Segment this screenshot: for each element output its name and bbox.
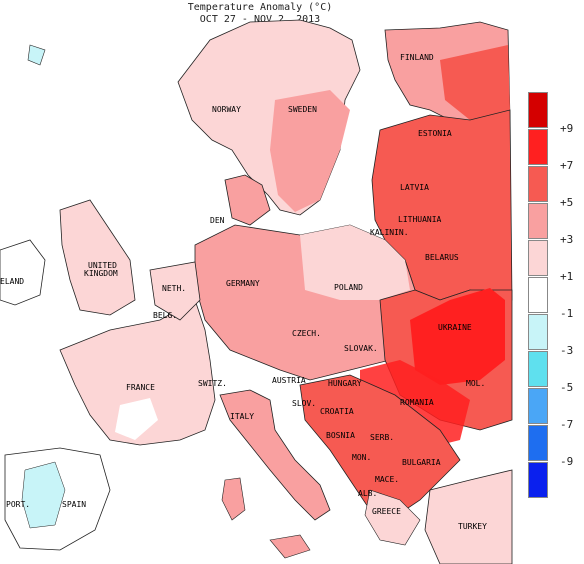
label-romania: ROMANIA xyxy=(400,398,434,407)
label-alb: ALB. xyxy=(358,489,377,498)
label-poland: POLAND xyxy=(334,283,363,292)
label-turkey: TURKEY xyxy=(458,522,487,531)
legend-tick-label: -1 xyxy=(560,307,574,320)
legend-tick-label: -7 xyxy=(560,418,574,431)
label-lithuania: LITHUANIA xyxy=(398,215,442,224)
legend-swatch xyxy=(528,240,548,276)
benelux-landmass xyxy=(149,261,201,321)
label-den: DEN xyxy=(210,216,225,225)
label-germany: GERMANY xyxy=(226,279,260,288)
italy-landmass xyxy=(219,389,331,521)
turkey-landmass xyxy=(424,469,513,564)
finland-east-anomaly xyxy=(440,45,510,120)
title-line-1: Temperature Anomaly (°C) xyxy=(187,2,333,13)
legend-tick-label: +3 xyxy=(560,233,574,246)
title-line-2: OCT 27 - NOV 2, 2013 xyxy=(199,14,321,25)
legend-swatch xyxy=(528,462,548,498)
legend-tick-label: -9 xyxy=(560,455,574,468)
legend-tick-label: -3 xyxy=(560,344,574,357)
sweden-anomaly-area xyxy=(270,90,350,212)
label-serb: SERB. xyxy=(370,433,394,442)
label-slovak: SLOVAK. xyxy=(344,344,378,353)
legend-tick-label: +5 xyxy=(560,196,574,209)
sardinia xyxy=(221,477,246,521)
label-belg: BELG. xyxy=(153,311,177,320)
label-mon: MON. xyxy=(352,453,371,462)
sicily xyxy=(269,534,311,559)
label-ireland: ELAND xyxy=(0,277,24,286)
poland-light-area xyxy=(300,225,410,300)
legend-swatch xyxy=(528,388,548,424)
legend-swatch xyxy=(528,92,548,128)
label-czech: CZECH. xyxy=(292,329,321,338)
ukraine-max-anomaly xyxy=(410,288,505,385)
legend-swatch xyxy=(528,129,548,165)
label-bulgaria: BULGARIA xyxy=(402,458,441,467)
legend-swatch xyxy=(528,314,548,350)
ireland-landmass xyxy=(0,239,46,306)
legend-swatch xyxy=(528,277,548,313)
label-ukraine: UKRAINE xyxy=(438,323,472,332)
legend-tick-label: +7 xyxy=(560,159,574,172)
label-latvia: LATVIA xyxy=(400,183,429,192)
label-hungary: HUNGARY xyxy=(328,379,362,388)
label-croatia: CROATIA xyxy=(320,407,354,416)
legend-tick-label: -5 xyxy=(560,381,574,394)
legend-tick-label: +1 xyxy=(560,270,574,283)
label-spain: SPAIN xyxy=(62,500,86,509)
label-estonia: ESTONIA xyxy=(418,129,452,138)
label-finland: FINLAND xyxy=(400,53,434,62)
france-landmass xyxy=(59,299,216,446)
label-mol: MOL. xyxy=(466,379,485,388)
denmark-landmass xyxy=(224,174,271,226)
label-belarus: BELARUS xyxy=(425,253,459,262)
label-port: PORT. xyxy=(6,500,30,509)
label-italy: ITALY xyxy=(230,412,254,421)
legend-swatch xyxy=(528,166,548,202)
legend-swatch xyxy=(528,425,548,461)
label-switz: SWITZ. xyxy=(198,379,227,388)
greece-light-area xyxy=(364,489,421,546)
label-norway: NORWAY xyxy=(212,105,241,114)
legend-tick-label: +9 xyxy=(560,122,574,135)
france-white-patch xyxy=(115,398,158,440)
legend-swatch xyxy=(528,351,548,387)
label-austria: AUSTRIA xyxy=(272,376,306,385)
label-kalinin: KALININ. xyxy=(370,228,409,237)
label-bosnia: BOSNIA xyxy=(326,431,355,440)
label-neth: NETH. xyxy=(162,284,186,293)
label-greece: GREECE xyxy=(372,507,401,516)
label-slov: SLOV. xyxy=(292,399,316,408)
label-mace: MACE. xyxy=(375,475,399,484)
label-kingdom: KINGDOM xyxy=(84,269,118,278)
legend-swatch xyxy=(528,203,548,239)
balkans-landmass xyxy=(299,374,461,521)
uk-landmass xyxy=(59,199,136,316)
map-title: Temperature Anomaly (°C) OCT 27 - NOV 2,… xyxy=(0,2,520,26)
spain-cold-area xyxy=(21,461,66,529)
label-france: FRANCE xyxy=(126,383,155,392)
label-united: UNITED xyxy=(88,261,117,270)
north-atlantic-islands xyxy=(27,44,46,66)
label-sweden: SWEDEN xyxy=(288,105,317,114)
